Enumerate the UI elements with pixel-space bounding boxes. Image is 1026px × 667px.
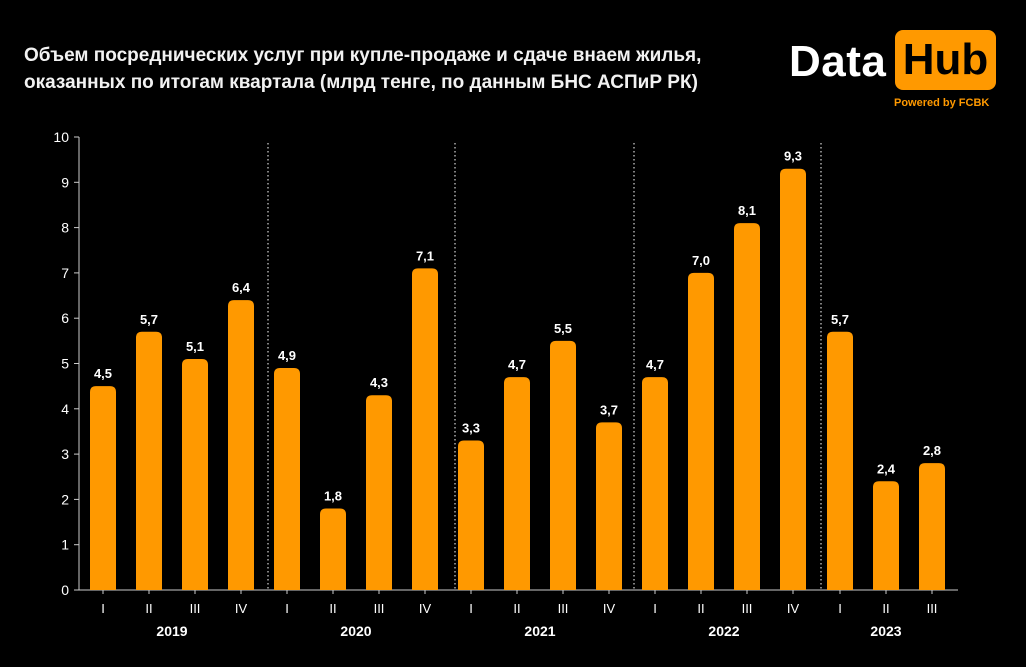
year-label: 2023 bbox=[870, 623, 901, 639]
y-tick-label: 1 bbox=[61, 537, 69, 553]
bar-2023-q3 bbox=[919, 463, 945, 590]
quarter-label: III bbox=[374, 601, 385, 616]
value-label: 8,1 bbox=[738, 203, 756, 218]
value-label: 2,8 bbox=[923, 443, 941, 458]
bar-2020-q4 bbox=[412, 268, 438, 590]
value-label: 4,3 bbox=[370, 375, 388, 390]
y-tick-label: 7 bbox=[61, 265, 69, 281]
y-tick-label: 2 bbox=[61, 491, 69, 507]
value-label: 5,5 bbox=[554, 321, 572, 336]
value-label: 5,7 bbox=[831, 312, 849, 327]
quarter-label: II bbox=[329, 601, 336, 616]
bar-2021-q3 bbox=[550, 340, 576, 590]
logo-word-hub: Hub bbox=[895, 30, 996, 90]
quarter-label: III bbox=[558, 601, 569, 616]
y-tick-label: 4 bbox=[61, 401, 69, 417]
bar-2021-q1 bbox=[458, 440, 484, 590]
quarter-label: II bbox=[145, 601, 152, 616]
bar-2020-q1 bbox=[274, 368, 300, 590]
year-label: 2022 bbox=[708, 623, 739, 639]
y-tick-label: 10 bbox=[53, 129, 69, 145]
value-label: 1,8 bbox=[324, 488, 342, 503]
quarter-label: IV bbox=[787, 601, 800, 616]
logo-tagline: Powered by FCBK bbox=[894, 97, 990, 109]
quarter-label: IV bbox=[419, 601, 432, 616]
chart-title-line-2: оказанных по итогам квартала (млрд тенге… bbox=[24, 72, 698, 93]
y-tick-label: 8 bbox=[61, 220, 69, 236]
logo-word-data: Data bbox=[789, 37, 887, 86]
bar-2023-q2 bbox=[873, 481, 899, 590]
y-tick-label: 6 bbox=[61, 310, 69, 326]
quarter-label: I bbox=[653, 601, 657, 616]
value-label: 2,4 bbox=[877, 461, 896, 476]
bar-2022-q4 bbox=[780, 168, 806, 590]
y-tick-label: 9 bbox=[61, 174, 69, 190]
quarter-label: II bbox=[513, 601, 520, 616]
year-label: 2019 bbox=[156, 623, 187, 639]
bar-2020-q2 bbox=[320, 508, 346, 590]
bar-2020-q3 bbox=[366, 395, 392, 590]
value-label: 9,3 bbox=[784, 149, 802, 164]
quarter-label: II bbox=[882, 601, 889, 616]
chart-title: Объем посреднических услуг при купле-про… bbox=[24, 42, 764, 96]
year-label: 2021 bbox=[524, 623, 555, 639]
quarter-label: II bbox=[697, 601, 704, 616]
quarter-label: I bbox=[838, 601, 842, 616]
bar-2022-q3 bbox=[734, 223, 760, 590]
quarter-label: IV bbox=[603, 601, 616, 616]
value-label: 3,3 bbox=[462, 421, 480, 436]
bar-2019-q4 bbox=[228, 300, 254, 590]
value-label: 7,1 bbox=[416, 248, 434, 263]
value-label: 7,0 bbox=[692, 253, 710, 268]
value-label: 4,9 bbox=[278, 348, 296, 363]
value-label: 6,4 bbox=[232, 280, 251, 295]
bar-2022-q2 bbox=[688, 272, 714, 590]
bar-2022-q1 bbox=[642, 377, 668, 590]
year-label: 2020 bbox=[340, 623, 371, 639]
quarter-label: IV bbox=[235, 601, 248, 616]
quarter-label: III bbox=[927, 601, 938, 616]
bar-2019-q2 bbox=[136, 331, 162, 590]
y-tick-label: 3 bbox=[61, 446, 69, 462]
y-tick-label: 0 bbox=[61, 582, 69, 598]
value-label: 3,7 bbox=[600, 402, 618, 417]
value-label: 4,5 bbox=[94, 366, 112, 381]
value-label: 5,7 bbox=[140, 312, 158, 327]
value-label: 4,7 bbox=[508, 357, 526, 372]
bar-2019-q3 bbox=[182, 358, 208, 590]
chart-title-line-1: Объем посреднических услуг при купле-про… bbox=[24, 45, 702, 66]
quarter-label: III bbox=[190, 601, 201, 616]
bar-2023-q1 bbox=[827, 331, 853, 590]
value-label: 5,1 bbox=[186, 339, 204, 354]
quarter-label: I bbox=[285, 601, 289, 616]
datahub-logo: Data Hub Powered by FCBK bbox=[786, 28, 1000, 114]
quarter-label: I bbox=[469, 601, 473, 616]
quarter-label: III bbox=[742, 601, 753, 616]
bar-2021-q4 bbox=[596, 422, 622, 590]
quarter-label: I bbox=[101, 601, 105, 616]
y-tick-label: 5 bbox=[61, 356, 69, 372]
value-label: 4,7 bbox=[646, 357, 664, 372]
bar-2021-q2 bbox=[504, 377, 530, 590]
bar-2019-q1 bbox=[90, 386, 116, 590]
